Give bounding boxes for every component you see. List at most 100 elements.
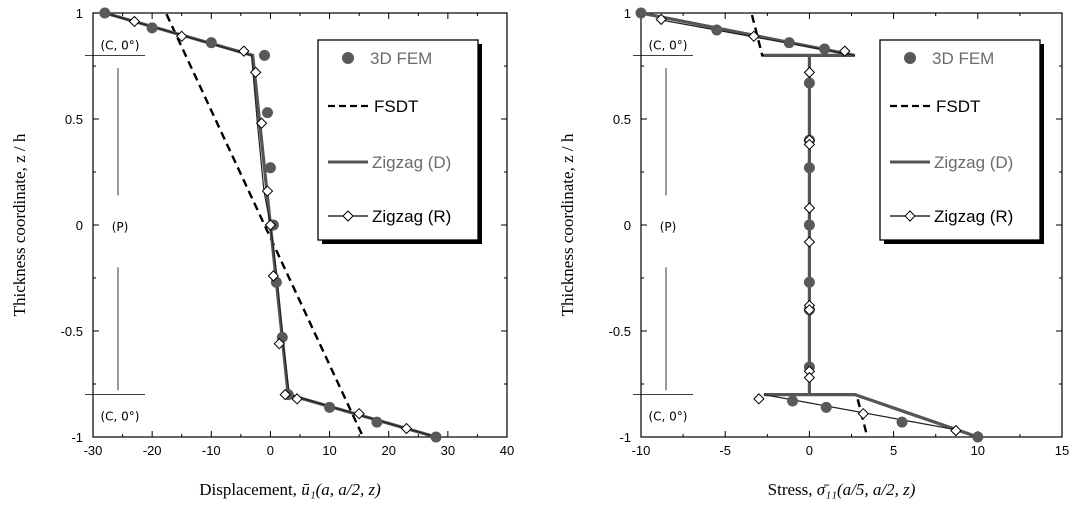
y-tick-label: 1 <box>624 6 631 21</box>
y-tick-label: 0 <box>624 218 631 233</box>
fem-point <box>819 43 831 55</box>
legend-fem-marker <box>904 52 916 64</box>
legend-zigzag-r-marker <box>904 210 916 222</box>
x-tick-label: 10 <box>971 443 985 458</box>
series-fsdt-line <box>750 13 810 57</box>
y-tick-label: 0 <box>76 218 83 233</box>
x-tick-label: 10 <box>322 443 336 458</box>
legend: 3D FEM FSDT Zigzag (D) Zigzag (R) <box>879 39 1044 244</box>
legend-zigzag-d-label: Zigzag (D) <box>934 153 1013 172</box>
zigzag-r-point <box>128 15 141 28</box>
legend-zigzag-r-marker <box>342 210 354 222</box>
fem-point <box>259 49 271 61</box>
legend-fem-label: 3D FEM <box>932 49 994 68</box>
zigzag-r-point <box>748 30 760 43</box>
zigzag-r-point <box>279 388 291 401</box>
series-fsdt-line <box>164 13 365 437</box>
x-tick-label: -5 <box>719 443 731 458</box>
zigzag-r-point <box>400 422 413 435</box>
y-tick-label: 0.5 <box>613 112 631 127</box>
fem-point <box>972 431 984 443</box>
legend-zigzag-d-label: Zigzag (D) <box>372 153 451 172</box>
fem-point <box>146 22 158 34</box>
zigzag-r-point <box>255 117 268 129</box>
fem-point <box>783 37 795 49</box>
y-axis-title: Thickness coordinate, z / h <box>10 133 29 316</box>
legend-zigzag-r-label: Zigzag (R) <box>934 207 1013 226</box>
x-tick-label: 30 <box>441 443 455 458</box>
zigzag-r-point <box>753 393 765 405</box>
fem-point <box>205 37 217 49</box>
zigzag-r-point <box>353 407 365 420</box>
layer-label-middle: (P) <box>660 220 677 234</box>
legend-box <box>317 39 479 241</box>
zigzag-r-point <box>267 270 280 282</box>
fem-point <box>371 416 383 428</box>
fem-point <box>711 24 723 36</box>
x-tick-label: -10 <box>632 443 651 458</box>
x-tick-label: 5 <box>890 443 897 458</box>
fem-point <box>430 431 442 443</box>
y-axis-title: Thickness coordinate, z / h <box>558 133 577 316</box>
legend-box <box>879 39 1041 241</box>
x-tick-label: -30 <box>84 443 103 458</box>
x-axis-title: Displacement, ū₁(a, a/2, z) <box>199 480 381 499</box>
x-tick-label: 15 <box>1055 443 1069 458</box>
zigzag-r-point <box>176 30 188 43</box>
fem-point <box>803 77 815 89</box>
y-tick-label: -1 <box>71 430 83 445</box>
fem-point <box>803 276 815 288</box>
x-tick-label: 40 <box>500 443 514 458</box>
series-zigzag-d-line <box>763 393 979 437</box>
fem-point <box>99 7 111 19</box>
fem-point <box>324 401 336 413</box>
zigzag-r-point <box>655 13 667 26</box>
zigzag-r-point <box>264 219 277 231</box>
x-tick-label: 0 <box>806 443 813 458</box>
x-tick-label: -20 <box>143 443 162 458</box>
legend-fem-label: 3D FEM <box>370 49 432 68</box>
layer-label-top: (C, 0°) <box>648 38 687 52</box>
zigzag-r-point <box>803 138 816 151</box>
x-tick-label: -10 <box>202 443 221 458</box>
fem-point <box>803 219 815 231</box>
fem-point <box>635 7 647 19</box>
zigzag-r-point <box>291 393 303 405</box>
x-tick-label: 0 <box>267 443 274 458</box>
zigzag-r-point <box>803 66 816 79</box>
x-tick-label: 20 <box>381 443 395 458</box>
fem-point <box>820 401 832 413</box>
chart-right: -10 -5 0 5 10 15 1 0.5 0 -0.5 -1 Stress, σ̄₁₁(a/5, … <box>558 6 1069 499</box>
y-tick-label: -0.5 <box>61 324 83 339</box>
zigzag-r-point <box>238 45 250 57</box>
fem-point <box>896 416 908 428</box>
x-axis-title: Stress, σ̄₁₁(a/5, a/2, z) <box>768 480 916 499</box>
fem-point <box>261 107 273 119</box>
zigzag-r-point <box>803 202 816 214</box>
fem-point <box>264 162 276 174</box>
zigzag-r-point <box>273 338 286 350</box>
zigzag-r-point <box>261 185 274 197</box>
fem-point <box>787 395 799 407</box>
chart-left: -30 -20 -10 0 10 20 30 40 1 0.5 0 -0.5 -1 Displacemen… <box>10 6 514 499</box>
y-tick-label: -1 <box>619 430 631 445</box>
y-tick-label: -0.5 <box>609 324 631 339</box>
zigzag-r-point <box>803 304 816 316</box>
zigzag-r-point <box>950 424 962 437</box>
zigzag-r-point <box>249 66 262 79</box>
zigzag-r-point <box>803 371 816 384</box>
layer-label-middle: (P) <box>112 220 129 234</box>
legend-zigzag-r-label: Zigzag (R) <box>372 207 451 226</box>
layer-label-bottom: (C, 0°) <box>100 410 139 424</box>
y-tick-label: 1 <box>76 6 83 21</box>
series-fsdt-line <box>809 393 869 437</box>
legend-fsdt-label: FSDT <box>374 97 418 116</box>
y-tick-label: 0.5 <box>65 112 83 127</box>
zigzag-r-point <box>803 236 816 248</box>
legend: 3D FEM FSDT Zigzag (D) Zigzag (R) <box>317 39 482 244</box>
zigzag-r-point <box>839 45 851 57</box>
layer-label-bottom: (C, 0°) <box>648 410 687 424</box>
layer-label-top: (C, 0°) <box>100 38 139 52</box>
zigzag-r-point <box>857 407 869 420</box>
